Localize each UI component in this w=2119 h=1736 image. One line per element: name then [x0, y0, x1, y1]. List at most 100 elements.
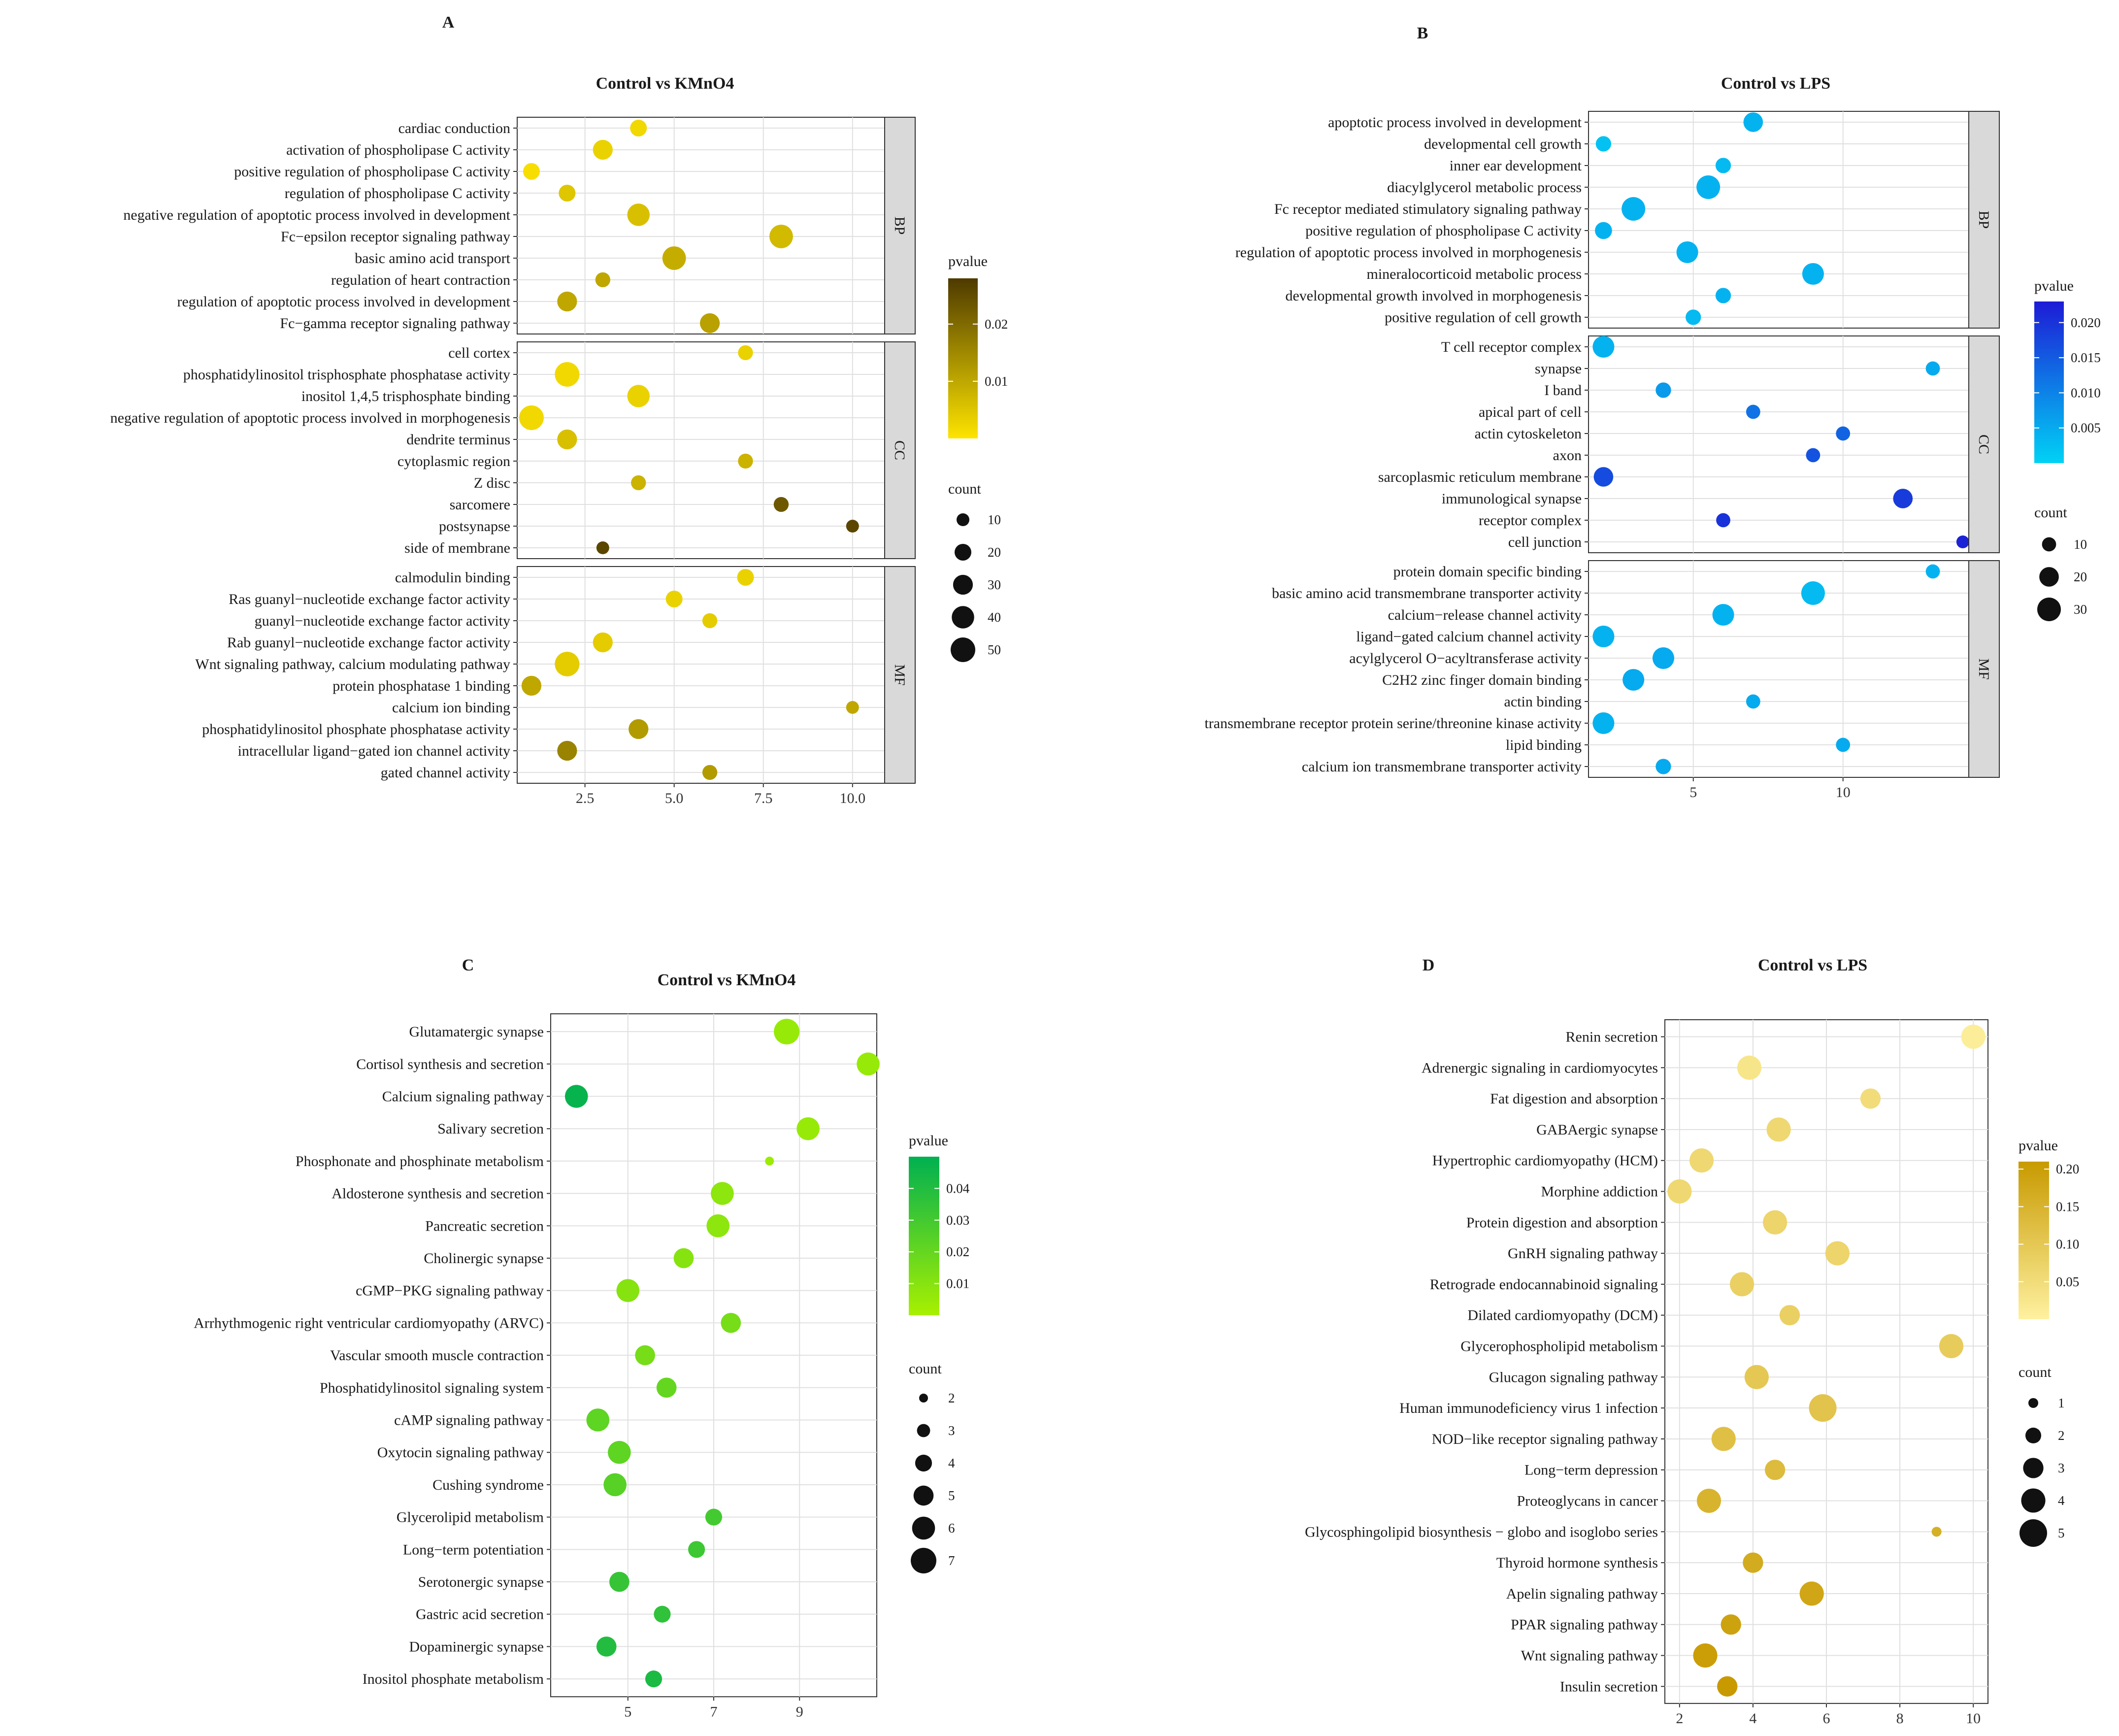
term-label: Salivary secretion [437, 1121, 544, 1137]
term-label: transmembrane receptor protein serine/th… [1204, 715, 1582, 732]
data-point [1686, 309, 1701, 325]
data-point [603, 1473, 627, 1497]
data-point [1763, 1210, 1788, 1235]
x-tick-label: 8 [1896, 1710, 1904, 1727]
term-label: phosphatidylinositol trisphosphate phosp… [183, 367, 510, 383]
colorbar-tick-label: 0.01 [946, 1276, 969, 1291]
colorbar-tick-label: 0.04 [946, 1181, 970, 1196]
data-point [557, 291, 577, 312]
term-label: GABAergic synapse [1536, 1122, 1658, 1138]
size-legend-label: 10 [2074, 537, 2087, 552]
term-label: Proteoglycans in cancer [1517, 1493, 1658, 1509]
data-point [1806, 448, 1821, 463]
term-label: lipid binding [1506, 737, 1582, 753]
size-legend-dot [2021, 1488, 2046, 1513]
term-label: regulation of apoptotic process involved… [177, 294, 511, 310]
data-point [846, 520, 859, 533]
size-legend-dot [952, 606, 974, 629]
term-label: Hypertrophic cardiomyopathy (HCM) [1432, 1153, 1658, 1169]
data-point [1655, 382, 1671, 398]
data-point [555, 362, 580, 387]
data-point [1956, 535, 1969, 548]
term-label: C2H2 zinc finger domain binding [1382, 672, 1582, 688]
term-label: basic amino acid transmembrane transport… [1272, 585, 1582, 601]
term-label: side of membrane [404, 540, 510, 556]
colorbar-tick-label: 0.02 [985, 317, 1008, 332]
term-label: cell junction [1508, 534, 1582, 550]
size-legend-dot [915, 1454, 932, 1472]
term-label: Cortisol synthesis and secretion [356, 1056, 544, 1072]
data-point [596, 541, 609, 554]
facet-strip [1968, 335, 2000, 553]
term-label: Oxytocin signaling pathway [377, 1444, 544, 1461]
panel-b-plot: apoptotic process involved in developmen… [1204, 111, 2000, 801]
data-point [557, 429, 577, 450]
size-legend-label: 4 [2058, 1493, 2065, 1508]
term-label: negative regulation of apoptotic process… [110, 410, 510, 426]
term-label: sarcoplasmic reticulum membrane [1378, 469, 1582, 485]
data-point [1737, 1055, 1762, 1080]
panel-letter-a: A [442, 13, 455, 32]
data-point [1809, 1394, 1837, 1422]
term-label: positive regulation of cell growth [1385, 309, 1582, 326]
term-label: Pancreatic secretion [425, 1218, 544, 1234]
panel-a: A Control vs KMnO4 cardiac conduction act… [110, 13, 1008, 806]
size-legend-dot [2025, 1427, 2042, 1444]
panel-b-legend-color-title: pvalue [2034, 278, 2074, 294]
term-label: Fc−epsilon receptor signaling pathway [281, 229, 510, 245]
size-legend-dot [2037, 598, 2061, 621]
data-point [1696, 175, 1721, 199]
data-point [555, 652, 580, 676]
term-label: cytoplasmic region [397, 453, 510, 469]
data-point [1711, 1427, 1736, 1451]
data-point [1592, 712, 1615, 734]
colorbar [948, 278, 978, 438]
term-label: axon [1553, 447, 1582, 464]
panel-d-legend-color-title: pvalue [2019, 1137, 2058, 1154]
data-point [1716, 513, 1730, 528]
data-point [699, 313, 720, 334]
colorbar-tick-label: 0.010 [2071, 385, 2101, 400]
term-label: Wnt signaling pathway [1521, 1648, 1658, 1664]
facet-strip-label: MF [892, 664, 908, 685]
data-point [1766, 1117, 1791, 1142]
term-label: Fat digestion and absorption [1490, 1091, 1658, 1107]
term-label: positive regulation of phospholipase C a… [234, 164, 510, 180]
panel-c: C Control vs KMnO4 Glutamatergic synapse… [194, 956, 970, 1720]
x-tick-label: 2.5 [576, 790, 595, 806]
panel-b-legend-size-title: count [2034, 504, 2067, 521]
data-point [627, 385, 650, 407]
term-label: basic amino acid transport [355, 250, 510, 267]
data-point [1667, 1179, 1692, 1204]
panel-b: B Control vs LPS apoptotic process invol… [1204, 24, 2100, 801]
data-point [1622, 668, 1645, 691]
term-label: apoptotic process involved in developmen… [1328, 114, 1582, 131]
data-point [774, 1019, 800, 1045]
colorbar-tick-label: 0.005 [2071, 421, 2101, 435]
x-tick-label: 5 [1689, 784, 1697, 801]
data-point [1825, 1241, 1850, 1266]
data-point [1652, 647, 1674, 669]
term-label: regulation of phospholipase C activity [285, 185, 510, 201]
data-point [1721, 1614, 1741, 1635]
term-label: actin cytoskeleton [1475, 426, 1582, 442]
size-legend-dot [2042, 537, 2056, 552]
term-label: Dilated cardiomyopathy (DCM) [1467, 1307, 1658, 1324]
term-label: Human immunodeficiency virus 1 infection [1399, 1400, 1658, 1416]
term-label: Fc receptor mediated stimulatory signali… [1274, 201, 1582, 217]
data-point [1655, 759, 1671, 774]
size-legend-dot [2023, 1458, 2044, 1478]
data-point [519, 405, 544, 430]
data-point [769, 225, 793, 248]
data-point [1696, 1488, 1722, 1513]
data-point [595, 272, 611, 288]
data-point [796, 1117, 820, 1140]
term-label: Morphine addiction [1541, 1184, 1658, 1200]
term-label: developmental growth involved in morphog… [1285, 288, 1582, 304]
data-point [1592, 625, 1615, 648]
term-label: calcium ion transmembrane transporter ac… [1302, 759, 1582, 775]
data-point [593, 632, 613, 653]
data-point [1799, 1581, 1824, 1606]
colorbar-tick-label: 0.15 [2056, 1199, 2079, 1214]
term-label: Retrograde endocannabinoid signaling [1430, 1276, 1658, 1293]
